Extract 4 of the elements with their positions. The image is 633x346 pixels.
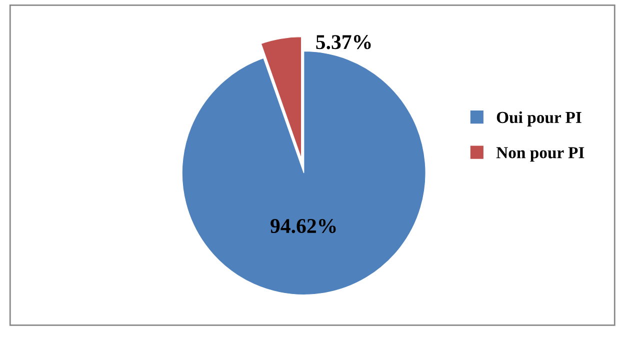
legend-label: Oui pour PI <box>496 111 582 126</box>
data-label: 5.37% <box>316 35 371 50</box>
data-label: 94.62% <box>270 218 336 234</box>
legend-label: Non pour PI <box>496 147 584 162</box>
